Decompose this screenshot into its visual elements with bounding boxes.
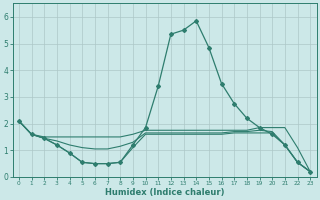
X-axis label: Humidex (Indice chaleur): Humidex (Indice chaleur): [105, 188, 224, 197]
